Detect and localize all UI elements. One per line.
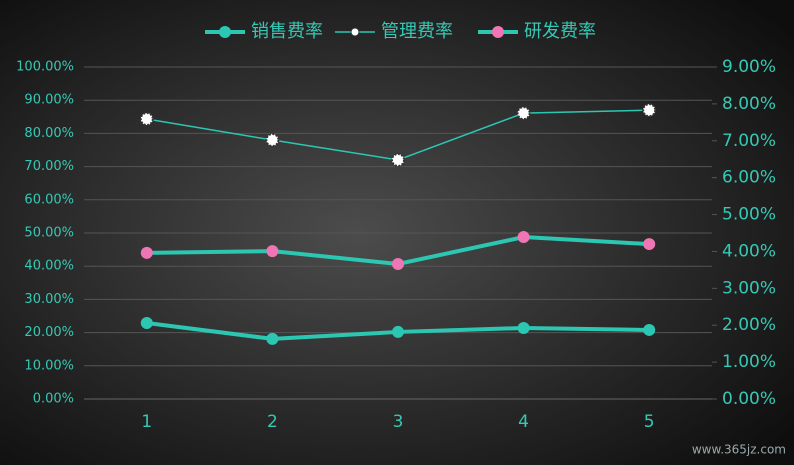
data-point	[517, 231, 530, 244]
y2-tick-label: 2.00%	[722, 315, 776, 335]
y-tick-label: 10.00%	[24, 358, 74, 373]
y-tick-label: 90.00%	[24, 93, 74, 108]
data-point	[266, 332, 279, 345]
data-point	[392, 325, 404, 338]
x-tick-label: 3	[393, 412, 404, 432]
y-tick-label: 80.00%	[24, 126, 74, 141]
data-point	[139, 112, 154, 127]
data-point	[643, 323, 656, 336]
data-point	[265, 133, 280, 148]
x-tick-label: 2	[267, 412, 278, 432]
y-tick-label: 50.00%	[24, 226, 74, 241]
data-point	[642, 103, 657, 118]
y2-tick-label: 5.00%	[722, 205, 776, 225]
y-tick-label: 30.00%	[24, 292, 74, 307]
data-point	[266, 245, 279, 258]
legend-label: 管理费率	[381, 21, 453, 42]
x-tick-label: 5	[644, 412, 655, 432]
y2-tick-label: 3.00%	[722, 278, 776, 298]
y-tick-label: 60.00%	[24, 192, 74, 207]
data-point	[140, 316, 153, 329]
x-tick-label: 4	[518, 412, 529, 432]
x-tick-label: 1	[141, 412, 152, 432]
data-point	[140, 246, 153, 259]
legend-label: 研发费率	[524, 21, 596, 42]
legend-marker	[219, 26, 231, 38]
y-tick-label: 40.00%	[24, 259, 74, 274]
y2-tick-label: 8.00%	[722, 94, 776, 114]
y2-tick-label: 0.00%	[722, 389, 776, 409]
y-tick-label: 70.00%	[24, 159, 74, 174]
data-point	[643, 238, 656, 251]
y2-tick-label: 7.00%	[722, 131, 776, 151]
y-tick-label: 20.00%	[24, 325, 74, 340]
data-point	[392, 257, 404, 270]
data-point	[516, 106, 531, 121]
y2-tick-label: 1.00%	[722, 352, 776, 372]
data-point	[391, 152, 405, 167]
y2-tick-label: 4.00%	[722, 241, 776, 261]
legend-marker	[350, 27, 360, 37]
y-tick-label: 100.00%	[16, 60, 74, 75]
watermark: www.365jz.com	[692, 443, 786, 457]
legend-label: 销售费率	[251, 21, 323, 42]
data-point	[517, 321, 530, 334]
y2-tick-label: 6.00%	[722, 168, 776, 188]
y-tick-label: 0.00%	[33, 392, 74, 407]
legend-marker	[492, 26, 504, 38]
y2-tick-label: 9.00%	[722, 57, 776, 77]
